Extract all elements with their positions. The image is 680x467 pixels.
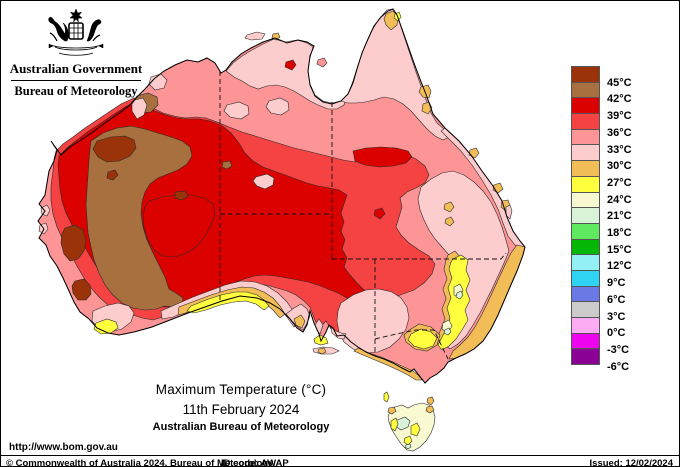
region-pink-kimberley-pocket2	[131, 97, 148, 120]
border-nsw-vic	[374, 329, 449, 360]
region-tas-tan2	[425, 405, 435, 414]
legend-swatch	[571, 207, 600, 224]
region-rust-west	[60, 224, 87, 262]
region-darkred-dot-east	[373, 207, 386, 220]
region-pink-nt-pocket2	[265, 97, 290, 116]
legend-label: 24°C	[607, 193, 632, 206]
footer-copyright: © Commonwealth of Australia 2024, Bureau…	[6, 458, 274, 467]
legend-swatch	[571, 222, 600, 240]
region-tas-yellow3	[403, 435, 413, 446]
region-tan-ki-dot	[317, 347, 327, 355]
coastline-mainland	[37, 8, 526, 384]
island-groote	[316, 57, 328, 68]
legend-label: 30°C	[607, 160, 632, 173]
legend-swatch	[571, 269, 600, 287]
footer-url: http://www.bom.gov.au	[9, 442, 118, 453]
region-tan-eyre-tip	[293, 314, 306, 329]
map-org: Australian Bureau of Meteorology	[152, 421, 330, 433]
footer-issued: Issued: 12/02/2024	[589, 458, 673, 467]
region-tan-vic-coast	[353, 347, 423, 381]
map-date: 11th February 2024	[182, 402, 300, 417]
region-pink-nt-pocket1	[223, 101, 250, 120]
legend-swatch	[571, 254, 600, 271]
region-tan-qld-inland-dot1	[443, 201, 455, 213]
region-tas-yellow1	[390, 417, 399, 432]
legend-swatch	[571, 128, 600, 146]
legend-label: 27°C	[607, 176, 632, 189]
header-crest-block: Australian Government Bureau of Meteorol…	[9, 7, 143, 99]
region-rust-dot2	[174, 190, 189, 201]
region-yellow-nsw-ranges	[437, 254, 471, 351]
bureau-title: Bureau of Meteorology	[14, 84, 138, 98]
legend-label: 39°C	[607, 110, 632, 123]
legend-swatch	[571, 97, 600, 115]
legend-label: 42°C	[607, 93, 632, 106]
region-palegreen-nsw1	[455, 290, 464, 300]
legend-label: 6°C	[607, 293, 626, 306]
region-tas-yellow2	[410, 422, 421, 437]
region-darkred-topend-dot	[284, 59, 297, 71]
island-king	[383, 391, 390, 403]
region-tan-qld-inland-dot2	[444, 216, 455, 227]
region-darkred-qld-strip	[352, 146, 413, 168]
region-rust-sw	[71, 278, 92, 301]
region-brown-dot	[221, 160, 233, 170]
region-pink-kangaroo-island	[312, 346, 340, 355]
header-divider	[11, 80, 141, 81]
gov-title: Australian Government	[9, 61, 143, 76]
region-darkred-core	[142, 194, 216, 258]
legend-swatch	[571, 317, 600, 334]
footer-divider	[1, 455, 679, 456]
legend-swatch	[571, 285, 600, 303]
legend-swatch	[571, 66, 600, 83]
legend-label: 15°C	[607, 243, 632, 256]
legend-swatch	[571, 238, 600, 256]
legend-swatch	[571, 348, 600, 366]
legend-label: 18°C	[607, 227, 632, 239]
legend-swatch	[571, 144, 600, 162]
region-tas-tan1	[387, 406, 397, 415]
legend-swatch	[571, 175, 600, 193]
coat-of-arms-icon	[48, 8, 104, 56]
map-title: Maximum Temperature (°C)	[155, 382, 327, 397]
legend-swatch	[571, 332, 600, 350]
map-title-block: Maximum Temperature (°C) 11th February 2…	[91, 382, 391, 433]
legend-label: 21°C	[607, 210, 632, 223]
legend-swatch	[571, 301, 600, 318]
legend-label: -3°C	[607, 343, 630, 356]
legend-label: 12°C	[607, 260, 632, 273]
legend-label: 45°C	[607, 76, 632, 89]
legend-label: 3°C	[607, 310, 626, 323]
region-yellow-albany	[93, 318, 119, 335]
legend-swatch	[571, 113, 600, 130]
legend-label: 33°C	[607, 143, 632, 156]
legend-rows	[571, 66, 679, 366]
legend-label: -6°C	[607, 360, 630, 373]
legend-label: 36°C	[607, 126, 632, 139]
footer-id-code: ID code: AWAP	[221, 458, 289, 467]
island-melville	[244, 31, 266, 41]
temperature-legend: 45°C 42°C 39°C 36°C 33°C 30°C 27°C 24°C 21°C 18°C…	[571, 66, 679, 373]
legend-label: 9°C	[607, 277, 626, 290]
region-palegreen-nsw2	[443, 327, 452, 336]
legend-swatch	[571, 160, 600, 177]
legend-label: 0°C	[607, 327, 626, 340]
island-flinders	[426, 396, 435, 406]
region-pink-interior-spot	[252, 173, 275, 190]
legend-swatch	[571, 81, 600, 99]
legend-swatch	[571, 191, 600, 209]
region-tas-palegreen-dot	[404, 443, 412, 450]
border-qld-nsw	[332, 252, 507, 260]
region-rust-dot1	[106, 169, 119, 181]
region-rust-nw	[92, 135, 137, 163]
